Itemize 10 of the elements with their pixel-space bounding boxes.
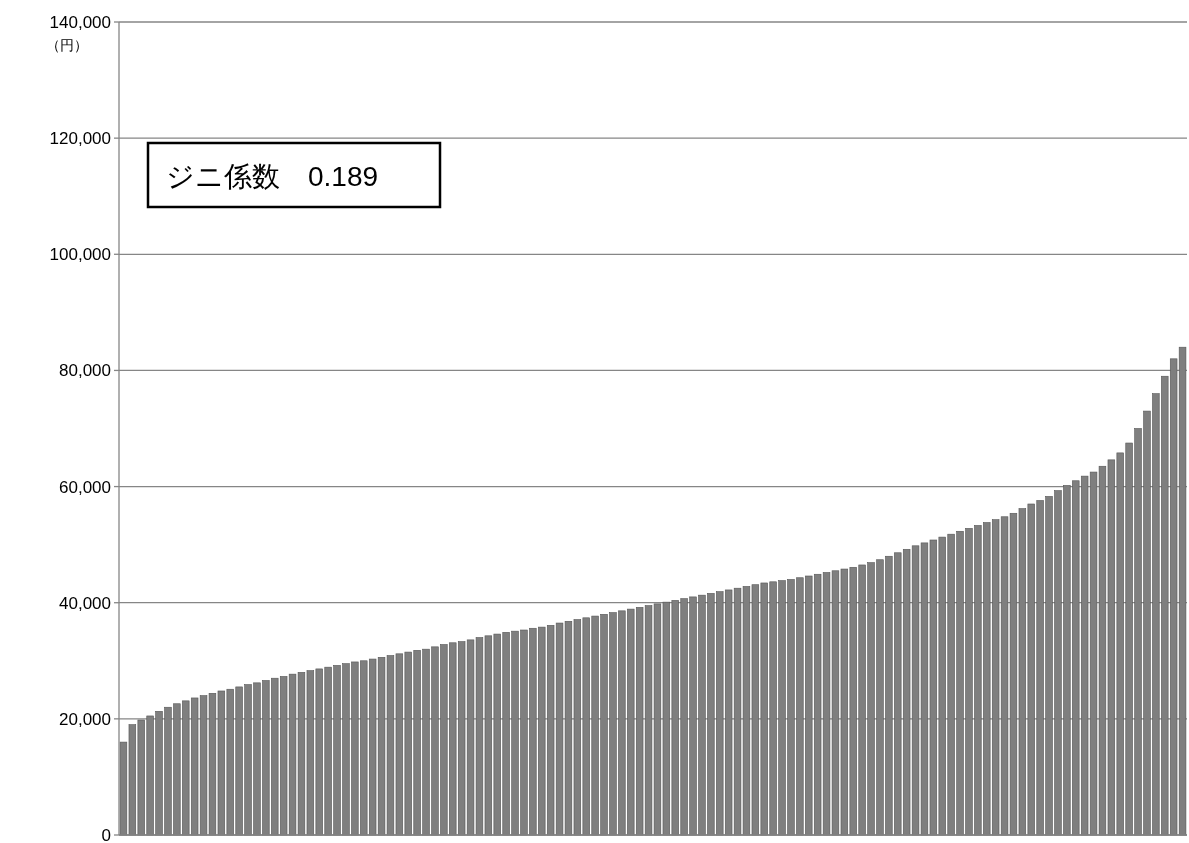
y-tick-label: 20,000 bbox=[59, 709, 111, 729]
y-tick-label: 100,000 bbox=[49, 245, 111, 265]
y-tick-label: 60,000 bbox=[59, 477, 111, 497]
y-axis-title: （円） bbox=[46, 37, 88, 53]
y-tick-label: 0 bbox=[101, 826, 111, 843]
y-tick-label: 80,000 bbox=[59, 361, 111, 381]
y-tick-label: 120,000 bbox=[49, 129, 111, 149]
annotation: ジニ係数 0.189 bbox=[166, 161, 379, 192]
y-tick-label: 40,000 bbox=[59, 593, 111, 613]
y-tick-label: 140,000 bbox=[49, 13, 111, 32]
